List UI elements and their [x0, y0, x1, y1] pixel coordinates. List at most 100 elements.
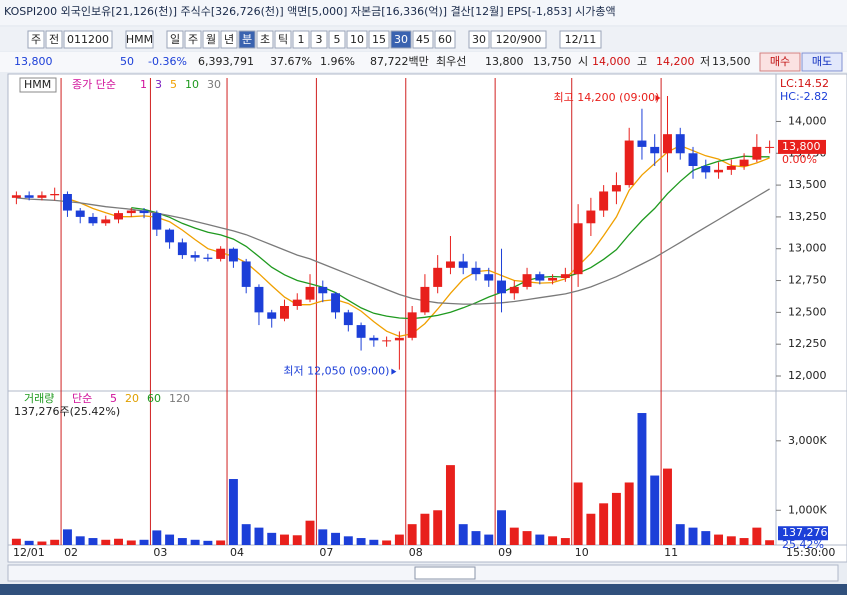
toolbar-button[interactable]: [412, 30, 434, 49]
candle-body: [305, 286, 315, 300]
ma-line: [67, 144, 770, 337]
toolbar-label: 전: [49, 33, 59, 46]
toolbar-label: 011200: [67, 33, 109, 46]
toolbar-label: 주: [188, 33, 198, 46]
toolbar-button[interactable]: [27, 30, 45, 49]
low-annotation: 최저 12,050 (09:00): [283, 365, 389, 378]
toolbar-button[interactable]: [468, 30, 490, 49]
toolbar-label: 120/900: [496, 33, 542, 46]
quote-item: 고: [637, 55, 647, 68]
toolbar-button[interactable]: [202, 30, 220, 49]
candle-body: [75, 210, 85, 217]
volume-bar: [739, 538, 749, 545]
volume-bar: [560, 538, 570, 545]
volume-bar: [292, 535, 302, 545]
toolbar-button[interactable]: [220, 30, 238, 49]
y-tick-label: 3,000K: [788, 434, 827, 447]
toolbar-button[interactable]: [310, 30, 328, 49]
toolbar-button[interactable]: [292, 30, 310, 49]
time-label: 15:30:00: [786, 546, 835, 559]
toolbar-label: 30: [394, 33, 408, 46]
volume-bar: [331, 532, 341, 545]
ma-line: [131, 155, 770, 320]
volume-bar: [88, 538, 98, 545]
candle-body: [165, 229, 175, 243]
volume-bar: [407, 524, 417, 545]
x-tick-label: 12/01: [13, 546, 45, 559]
volume-bar: [152, 530, 162, 545]
toolbar-button[interactable]: [45, 30, 63, 49]
high-annotation: 최고 14,200 (09:00): [553, 91, 659, 104]
toolbar-button[interactable]: [328, 30, 346, 49]
x-tick-label: 07: [319, 546, 333, 559]
toolbar-label: 15: [372, 33, 386, 46]
legend-item: 20: [125, 392, 139, 405]
toolbar-label: 5: [334, 33, 341, 46]
toolbar-label: 주: [31, 33, 41, 46]
toolbar-label: 분: [242, 33, 252, 46]
volume-bar: [24, 540, 34, 545]
candle-body: [292, 299, 302, 306]
quote-item: 1.96%: [320, 55, 355, 68]
candle-body: [88, 216, 98, 224]
toolbar-button[interactable]: [238, 30, 256, 49]
toolbar-button[interactable]: [63, 30, 113, 49]
volume-bar: [343, 536, 353, 545]
volume-summary: 137,276주(25.42%): [14, 405, 120, 418]
volume-title: 거래량: [24, 392, 54, 405]
toolbar-button[interactable]: [166, 30, 184, 49]
volume-bar: [37, 541, 47, 545]
x-tick-label: 02: [64, 546, 78, 559]
low-arrow: [391, 368, 397, 375]
volume-bar: [471, 531, 481, 545]
toolbar-button[interactable]: [490, 30, 547, 49]
volume-bar: [177, 538, 187, 545]
quote-item: 13,750: [533, 55, 572, 68]
price-tag-label: 13,800: [782, 140, 821, 153]
toolbar-button[interactable]: [559, 30, 602, 49]
volume-bar: [62, 529, 72, 545]
toolbar-button[interactable]: [256, 30, 274, 49]
quote-item: 13,800: [485, 55, 524, 68]
toolbar-button[interactable]: [390, 30, 412, 49]
candle-body: [535, 274, 545, 281]
volume-tag-label: 137,276: [782, 526, 828, 539]
y-tick-label: 12,750: [788, 274, 827, 287]
toolbar-button[interactable]: [125, 30, 154, 49]
toolbar-button[interactable]: [184, 30, 202, 49]
toolbar-label: 10: [350, 33, 364, 46]
candle-body: [433, 267, 443, 287]
candle-body: [586, 210, 596, 224]
volume-bar: [241, 524, 251, 545]
toolbar-button[interactable]: [368, 30, 390, 49]
volume-bar: [509, 527, 519, 545]
quote-item: 13,500: [712, 55, 751, 68]
volume-bar: [254, 527, 264, 545]
toolbar-button[interactable]: [346, 30, 368, 49]
volume-bar: [228, 479, 238, 545]
candle-body: [280, 306, 289, 319]
candle-body: [458, 261, 468, 268]
candle-body: [114, 213, 123, 220]
volume-bar: [305, 520, 315, 545]
legend-item: 5: [170, 78, 177, 91]
buy-button[interactable]: [759, 52, 801, 72]
toolbar-label: 12/11: [565, 33, 597, 46]
volume-bar: [267, 532, 277, 545]
volume-bar: [203, 540, 213, 545]
toolbar-label: 월: [206, 33, 216, 46]
volume-bar: [522, 531, 532, 545]
candle-body: [637, 140, 647, 147]
scroll-thumb[interactable]: [414, 566, 476, 580]
toolbar-button[interactable]: [274, 30, 292, 49]
volume-bar: [139, 539, 149, 545]
volume-bar: [216, 540, 226, 545]
quote-item: 87,722백만: [370, 55, 429, 68]
symbol-box: [19, 77, 57, 93]
candle-body: [752, 146, 762, 160]
sell-button[interactable]: [801, 52, 843, 72]
quote-item: 14,000: [592, 55, 631, 68]
candle-body: [24, 195, 34, 198]
toolbar-button[interactable]: [434, 30, 456, 49]
candle-body: [11, 195, 21, 198]
